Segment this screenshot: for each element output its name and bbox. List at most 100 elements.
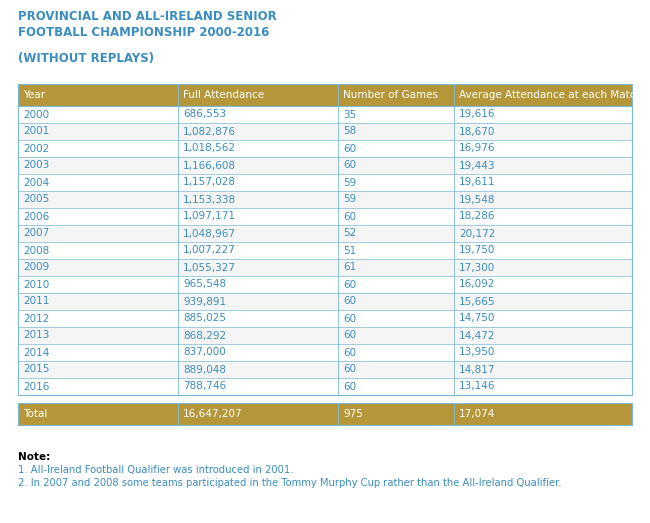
Text: 939,891: 939,891 bbox=[183, 297, 226, 306]
Text: 2015: 2015 bbox=[23, 365, 49, 374]
Bar bbox=[18, 106, 632, 395]
Text: 19,750: 19,750 bbox=[459, 245, 495, 256]
Bar bbox=[18, 123, 632, 140]
Text: 13,950: 13,950 bbox=[459, 347, 495, 358]
Text: 2010: 2010 bbox=[23, 279, 49, 290]
Text: 15,665: 15,665 bbox=[459, 297, 495, 306]
Text: 17,074: 17,074 bbox=[459, 409, 495, 419]
Bar bbox=[18, 106, 632, 123]
Text: 1,055,327: 1,055,327 bbox=[183, 263, 236, 272]
Text: 788,746: 788,746 bbox=[183, 381, 226, 392]
Text: 19,443: 19,443 bbox=[459, 161, 495, 170]
Text: 17,300: 17,300 bbox=[459, 263, 495, 272]
Text: 1,007,227: 1,007,227 bbox=[183, 245, 236, 256]
Text: 60: 60 bbox=[343, 143, 356, 153]
Text: 60: 60 bbox=[343, 347, 356, 358]
Text: 14,817: 14,817 bbox=[459, 365, 495, 374]
Text: 16,647,207: 16,647,207 bbox=[183, 409, 242, 419]
Text: 14,472: 14,472 bbox=[459, 331, 495, 340]
Bar bbox=[18, 208, 632, 225]
Text: Average Attendance at each Match: Average Attendance at each Match bbox=[459, 90, 642, 100]
Text: 2003: 2003 bbox=[23, 161, 49, 170]
Bar bbox=[18, 174, 632, 191]
Text: 2. In 2007 and 2008 some teams participated in the Tommy Murphy Cup rather than : 2. In 2007 and 2008 some teams participa… bbox=[18, 478, 562, 488]
Bar bbox=[18, 378, 632, 395]
Text: 2009: 2009 bbox=[23, 263, 49, 272]
Text: PROVINCIAL AND ALL-IRELAND SENIOR: PROVINCIAL AND ALL-IRELAND SENIOR bbox=[18, 10, 277, 23]
Text: 2008: 2008 bbox=[23, 245, 49, 256]
Text: 2002: 2002 bbox=[23, 143, 49, 153]
Bar bbox=[18, 293, 632, 310]
Bar bbox=[18, 310, 632, 327]
Text: Number of Games: Number of Games bbox=[343, 90, 438, 100]
Text: 1,157,028: 1,157,028 bbox=[183, 177, 236, 188]
Text: 18,670: 18,670 bbox=[459, 127, 495, 137]
Text: 60: 60 bbox=[343, 381, 356, 392]
Bar bbox=[18, 242, 632, 259]
Bar bbox=[18, 84, 632, 106]
Text: 58: 58 bbox=[343, 127, 356, 137]
Text: FOOTBALL CHAMPIONSHIP 2000-2016: FOOTBALL CHAMPIONSHIP 2000-2016 bbox=[18, 26, 269, 39]
Text: 1,048,967: 1,048,967 bbox=[183, 229, 236, 238]
Bar bbox=[18, 140, 632, 157]
Text: 2016: 2016 bbox=[23, 381, 49, 392]
Bar bbox=[18, 403, 632, 425]
Text: 2000: 2000 bbox=[23, 109, 49, 119]
Text: Note:: Note: bbox=[18, 452, 50, 462]
Text: 60: 60 bbox=[343, 161, 356, 170]
Text: 1,166,608: 1,166,608 bbox=[183, 161, 236, 170]
Text: 20,172: 20,172 bbox=[459, 229, 495, 238]
Text: 885,025: 885,025 bbox=[183, 313, 226, 324]
Text: 1,018,562: 1,018,562 bbox=[183, 143, 236, 153]
Text: (WITHOUT REPLAYS): (WITHOUT REPLAYS) bbox=[18, 52, 154, 65]
Text: 18,286: 18,286 bbox=[459, 211, 495, 222]
Text: Year: Year bbox=[23, 90, 45, 100]
Text: 2004: 2004 bbox=[23, 177, 49, 188]
Text: 2011: 2011 bbox=[23, 297, 49, 306]
Text: 59: 59 bbox=[343, 177, 356, 188]
Text: 868,292: 868,292 bbox=[183, 331, 226, 340]
Text: 2006: 2006 bbox=[23, 211, 49, 222]
Text: 2007: 2007 bbox=[23, 229, 49, 238]
Bar bbox=[18, 191, 632, 208]
Text: 60: 60 bbox=[343, 211, 356, 222]
Text: 19,611: 19,611 bbox=[459, 177, 495, 188]
Text: 975: 975 bbox=[343, 409, 363, 419]
Text: 2001: 2001 bbox=[23, 127, 49, 137]
Text: 16,092: 16,092 bbox=[459, 279, 495, 290]
Text: 13,146: 13,146 bbox=[459, 381, 495, 392]
Bar bbox=[18, 361, 632, 378]
Text: 1,082,876: 1,082,876 bbox=[183, 127, 236, 137]
Text: 2013: 2013 bbox=[23, 331, 49, 340]
Text: 16,976: 16,976 bbox=[459, 143, 495, 153]
Text: 1,153,338: 1,153,338 bbox=[183, 195, 236, 204]
Bar bbox=[18, 327, 632, 344]
Bar bbox=[18, 344, 632, 361]
Bar bbox=[18, 157, 632, 174]
Bar bbox=[18, 276, 632, 293]
Text: 52: 52 bbox=[343, 229, 356, 238]
Text: 61: 61 bbox=[343, 263, 356, 272]
Text: Full Attendance: Full Attendance bbox=[183, 90, 264, 100]
Text: 51: 51 bbox=[343, 245, 356, 256]
Text: 1,097,171: 1,097,171 bbox=[183, 211, 236, 222]
Text: 19,548: 19,548 bbox=[459, 195, 495, 204]
Text: 60: 60 bbox=[343, 331, 356, 340]
Text: 59: 59 bbox=[343, 195, 356, 204]
Text: 60: 60 bbox=[343, 313, 356, 324]
Text: 2014: 2014 bbox=[23, 347, 49, 358]
Text: 60: 60 bbox=[343, 297, 356, 306]
Text: 889,048: 889,048 bbox=[183, 365, 226, 374]
Text: 965,548: 965,548 bbox=[183, 279, 226, 290]
Bar bbox=[18, 259, 632, 276]
Text: 35: 35 bbox=[343, 109, 356, 119]
Text: 60: 60 bbox=[343, 279, 356, 290]
Text: 2012: 2012 bbox=[23, 313, 49, 324]
Text: Total: Total bbox=[23, 409, 47, 419]
Text: 19,616: 19,616 bbox=[459, 109, 495, 119]
Bar bbox=[18, 225, 632, 242]
Text: 686,553: 686,553 bbox=[183, 109, 226, 119]
Text: 1. All-Ireland Football Qualifier was introduced in 2001.: 1. All-Ireland Football Qualifier was in… bbox=[18, 465, 294, 475]
Text: 2005: 2005 bbox=[23, 195, 49, 204]
Text: 14,750: 14,750 bbox=[459, 313, 495, 324]
